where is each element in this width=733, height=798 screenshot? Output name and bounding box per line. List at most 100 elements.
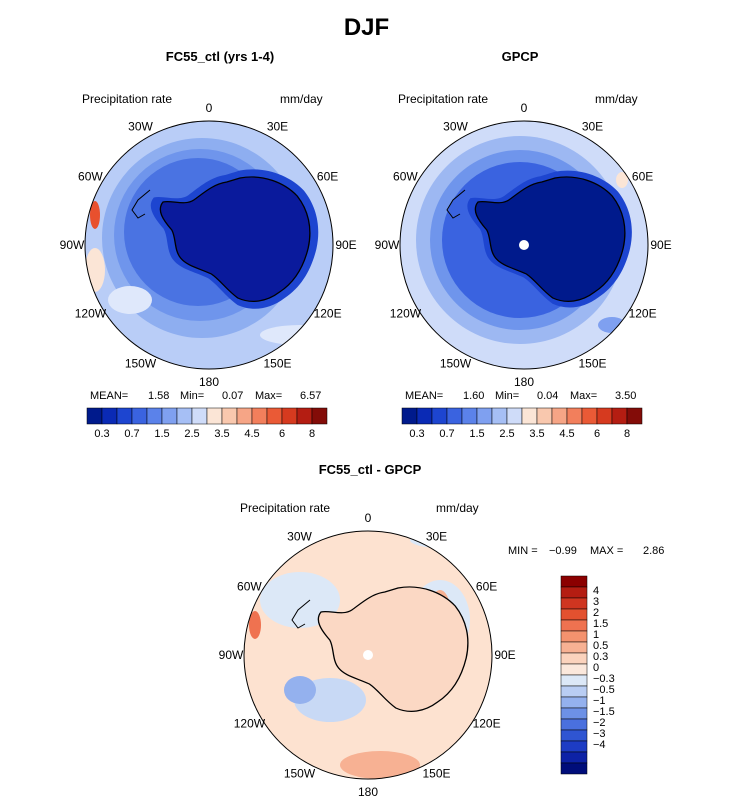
hcolorbar-2-swatch-5 — [476, 407, 493, 425]
hcolorbar-2-tick-3: 2.5 — [499, 428, 514, 440]
hcolorbar-2-swatch-10 — [551, 407, 568, 425]
hcolorbar-2-swatch-15 — [626, 407, 643, 425]
panel3-min-value: −0.99 — [549, 545, 577, 557]
lon-label-3-4: 120E — [473, 717, 501, 731]
hcolorbar-2-tick-4: 3.5 — [529, 428, 544, 440]
vcolorbar-tick-0: 4 — [593, 585, 599, 597]
hcolorbar-1-swatch-12 — [266, 407, 283, 425]
hcolorbar-1-swatch-10 — [236, 407, 253, 425]
lon-label-2-2: 60E — [632, 170, 653, 184]
lon-label-1-5: 150E — [263, 357, 291, 371]
lon-label-1-8: 120W — [75, 307, 107, 321]
hcolorbar-2-swatch-9 — [536, 407, 553, 425]
hcolorbar-1-swatch-15 — [311, 407, 328, 425]
vcolorbar-swatch-5 — [560, 630, 588, 643]
hcolorbar-2-tick-1: 0.7 — [439, 428, 454, 440]
hcolorbar-1-swatch-4 — [146, 407, 163, 425]
vcolorbar-tick-2: 2 — [593, 607, 599, 619]
vcolorbar-tick-6: 0.3 — [593, 651, 608, 663]
panel3-min-label: MIN = — [508, 545, 538, 557]
vcolorbar-swatch-11 — [560, 696, 588, 709]
vcolorbar-tick-3: 1.5 — [593, 618, 608, 630]
lon-label-2-3: 90E — [650, 238, 671, 252]
vcolorbar-tick-9: −0.5 — [593, 684, 615, 696]
panel1-min-value: 0.07 — [222, 390, 244, 402]
hcolorbar-2-swatch-3 — [446, 407, 463, 425]
hcolorbar-1-tick-2: 1.5 — [154, 428, 169, 440]
lon-label-3-0: 0 — [365, 511, 372, 525]
hcolorbar-1-swatch-13 — [281, 407, 298, 425]
panel2-mean-value: 1.60 — [463, 390, 485, 402]
hcolorbar-2-swatch-13 — [596, 407, 613, 425]
panel2-max-value: 3.50 — [615, 390, 637, 402]
vcolorbar-swatch-13 — [560, 718, 588, 731]
vcolorbar-swatch-6 — [560, 641, 588, 654]
lon-label-2-9: 90W — [375, 238, 400, 252]
vcolorbar-tick-11: −1.5 — [593, 706, 615, 718]
panel2-min-value: 0.04 — [537, 390, 559, 402]
panel3-max-value: 2.86 — [643, 545, 665, 557]
vcolorbar-swatch-10 — [560, 685, 588, 698]
hcolorbar-1-tick-3: 2.5 — [184, 428, 199, 440]
vcolorbar-tick-5: 0.5 — [593, 640, 608, 652]
hcolorbar-2-swatch-12 — [581, 407, 598, 425]
lon-label-2-7: 150W — [440, 357, 472, 371]
panel2-min-label: Min= — [495, 390, 520, 402]
hcolorbar-1-swatch-3 — [131, 407, 148, 425]
lon-label-3-8: 120W — [234, 717, 266, 731]
hcolorbar-2-swatch-1 — [416, 407, 433, 425]
panel1-variable-label: Precipitation rate — [82, 92, 173, 106]
hcolorbar-2-swatch-4 — [461, 407, 478, 425]
vcolorbar-swatch-0 — [560, 575, 588, 588]
hcolorbar-1-tick-6: 6 — [279, 428, 285, 440]
vcolorbar-tick-7: 0 — [593, 662, 599, 674]
lon-label-1-11: 30W — [128, 119, 153, 133]
map-panel-2 — [399, 120, 649, 370]
vcolorbar-swatch-9 — [560, 674, 588, 687]
hcolorbar-1-swatch-0 — [86, 407, 103, 425]
lon-label-2-10: 60W — [393, 170, 418, 184]
vcolorbar-tick-4: 1 — [593, 629, 599, 641]
panel1-title: FC55_ctl (yrs 1-4) — [165, 49, 275, 64]
lon-label-1-3: 90E — [335, 238, 356, 252]
lon-label-2-8: 120W — [390, 307, 422, 321]
lon-label-2-6: 180 — [514, 375, 534, 389]
vcolorbar-swatch-7 — [560, 652, 588, 665]
vcolorbar-tick-14: −4 — [593, 739, 606, 751]
pole-marker-icon — [519, 240, 529, 250]
vcolorbar-swatch-1 — [560, 586, 588, 599]
vcolorbar-swatch-12 — [560, 707, 588, 720]
vcolorbar-swatch-4 — [560, 619, 588, 632]
lon-label-2-0: 0 — [521, 101, 528, 115]
hcolorbar-2-swatch-14 — [611, 407, 628, 425]
lon-label-2-5: 150E — [578, 357, 606, 371]
vcolorbar-tick-13: −3 — [593, 728, 606, 740]
panel3-variable-label: Precipitation rate — [240, 501, 331, 515]
lon-label-3-6: 180 — [358, 785, 378, 798]
lon-label-1-1: 30E — [267, 119, 288, 133]
hcolorbar-2-swatch-11 — [566, 407, 583, 425]
panel3-title: FC55_ctl - GPCP — [318, 462, 422, 477]
lon-label-1-6: 180 — [199, 375, 219, 389]
hcolorbar-2-swatch-8 — [521, 407, 538, 425]
hcolorbar-2-tick-2: 1.5 — [469, 428, 484, 440]
lon-label-3-10: 60W — [237, 580, 262, 594]
lon-label-1-9: 90W — [60, 238, 85, 252]
panel2-units-label: mm/day — [595, 92, 638, 106]
panel1-units-label: mm/day — [280, 92, 323, 106]
map-panel-3 — [243, 530, 493, 780]
lon-label-3-9: 90W — [219, 648, 244, 662]
hcolorbar-1-swatch-5 — [161, 407, 178, 425]
vcolorbar-swatch-2 — [560, 597, 588, 610]
lon-label-1-4: 120E — [314, 307, 342, 321]
hcolorbar-1-swatch-9 — [221, 407, 238, 425]
vcolorbar-tick-1: 3 — [593, 596, 599, 608]
hcolorbar-1-tick-4: 3.5 — [214, 428, 229, 440]
panel1-mean-label: MEAN= — [90, 390, 129, 402]
hcolorbar-1-tick-7: 8 — [309, 428, 315, 440]
lon-label-3-7: 150W — [284, 767, 316, 781]
longitude-labels: 030E60E90E120E150E180150W120W90W60W30W03… — [60, 101, 672, 798]
vcolorbar-swatch-14 — [560, 729, 588, 742]
hcolorbar-1-swatch-7 — [191, 407, 208, 425]
